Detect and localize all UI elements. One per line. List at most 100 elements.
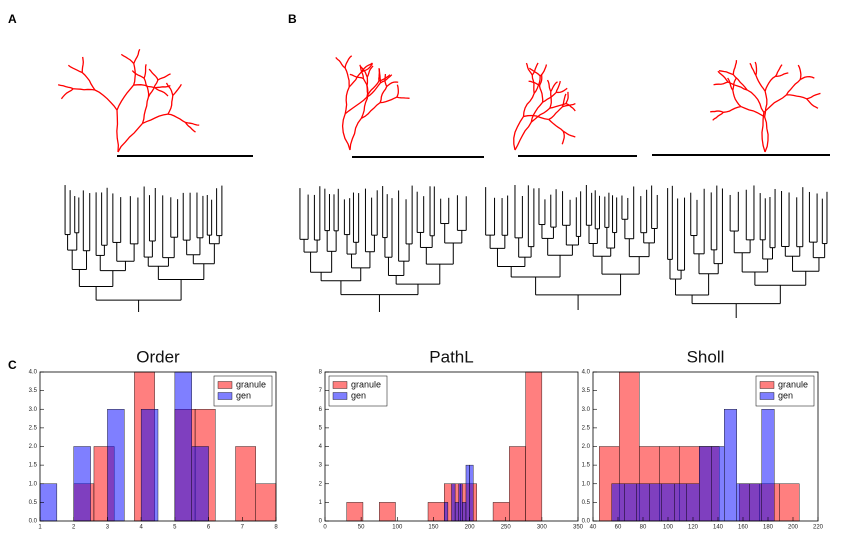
dendrite [366, 77, 369, 95]
bar [636, 483, 650, 522]
y-tick-label: 6 [319, 407, 323, 413]
x-tick-label: 120 [688, 525, 699, 531]
bar [235, 446, 256, 522]
dendrite [348, 71, 363, 88]
dendrite [360, 94, 369, 119]
legend-label: gen [778, 390, 793, 400]
bar [451, 483, 456, 522]
dendrite [141, 96, 150, 124]
dendrite [116, 110, 120, 153]
legend-swatch [332, 392, 348, 400]
legend-label: granule [236, 379, 266, 389]
dendrite [775, 72, 789, 77]
y-tick-label: 1.0 [582, 481, 591, 487]
dendrite [562, 130, 576, 138]
dendrite [763, 91, 768, 117]
dendrite [755, 74, 766, 92]
bar [624, 483, 637, 522]
dendrite [396, 84, 399, 98]
dendrite [525, 62, 533, 76]
x-tick-label: 5 [173, 525, 177, 531]
dendrite [542, 91, 557, 103]
bar [492, 502, 510, 522]
bar [462, 502, 467, 522]
legend-box [755, 375, 815, 407]
y-tick-label: 5 [319, 425, 323, 431]
bar [346, 502, 364, 522]
dendrite [81, 72, 96, 91]
panel-label: B [288, 12, 297, 26]
y-tick-label: 1.5 [29, 463, 38, 469]
dendrite [528, 80, 540, 87]
legend-swatch [759, 392, 775, 400]
x-tick-label: 150 [428, 525, 439, 531]
dendrite [143, 77, 150, 98]
x-tick-label: 0 [323, 525, 327, 531]
y-tick-label: 2 [319, 481, 323, 487]
dendrite [57, 84, 74, 90]
dendrite [360, 65, 368, 78]
x-tick-label: 160 [738, 525, 749, 531]
dendrite [184, 122, 196, 133]
dendrite [732, 60, 738, 75]
y-tick-label: 2.0 [582, 444, 591, 450]
x-tick-label: 1 [38, 525, 42, 531]
bar [736, 483, 750, 522]
dendrite [344, 96, 368, 115]
dendrite [147, 79, 159, 98]
histogram: Order 0.0 0.5 1.0 1.5 2.0 2.5 3.0 3.5 4.0 1 2 3 4 5 6 7 8… [29, 347, 279, 530]
dendrite [514, 121, 532, 151]
bar [174, 371, 192, 522]
dendrite [531, 74, 535, 94]
dendrite [366, 82, 381, 98]
dendrite [550, 81, 558, 92]
x-tick-label: 100 [663, 525, 674, 531]
dendrite [548, 106, 563, 121]
x-tick-label: 50 [358, 525, 365, 531]
dendrite [749, 62, 757, 76]
y-tick-label: 3 [319, 463, 323, 469]
dendrite [774, 64, 783, 77]
dendrite [797, 64, 802, 80]
bar [699, 446, 712, 522]
dendrite [133, 48, 141, 64]
morphologies [57, 48, 830, 318]
bar [73, 446, 91, 522]
dendrite [133, 63, 136, 86]
dendrite [94, 89, 118, 111]
dendrite [530, 107, 551, 123]
x-tick-label: 200 [788, 525, 799, 531]
bar [444, 502, 449, 522]
panel-label: C [8, 358, 17, 372]
bar [465, 464, 470, 522]
dendrite [732, 77, 738, 91]
dendrite [761, 112, 766, 153]
chart-title: Order [136, 347, 180, 366]
dendrite [154, 87, 169, 97]
dendrite [754, 61, 758, 76]
dendrite [81, 56, 84, 73]
bar [686, 483, 700, 522]
x-tick-label: 8 [274, 525, 278, 531]
y-tick-label: 3.0 [29, 407, 38, 413]
legend-box [213, 375, 273, 407]
legend-label: granule [351, 379, 381, 389]
y-tick-label: 1.0 [29, 481, 38, 487]
legend-swatch [217, 392, 233, 400]
dendrite [116, 84, 135, 111]
y-tick-label: 2.0 [29, 444, 38, 450]
y-tick-label: 8 [319, 370, 323, 376]
dendrite [386, 81, 399, 87]
dendrite [366, 65, 374, 78]
dendrite [531, 62, 539, 76]
dendrite [349, 73, 364, 80]
dendrite [167, 113, 186, 123]
dendrite [378, 68, 381, 81]
legend-swatch [332, 381, 348, 389]
dendrite [157, 73, 171, 81]
dendrite [713, 81, 729, 86]
chart-title: PathL [429, 347, 473, 366]
dendrite [380, 96, 398, 104]
dendrite [548, 119, 564, 132]
dendrite [530, 101, 544, 123]
